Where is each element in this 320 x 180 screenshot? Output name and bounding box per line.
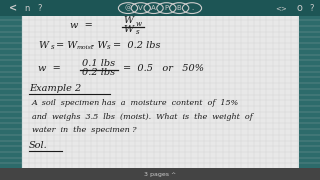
Text: o: o	[296, 3, 302, 13]
Text: n: n	[25, 4, 30, 13]
Text: W: W	[123, 25, 133, 34]
Text: A: A	[151, 5, 156, 11]
Text: Example 2: Example 2	[29, 84, 81, 93]
Text: B: B	[177, 5, 181, 11]
Text: ?: ?	[310, 4, 314, 13]
Text: A  soil  specimen has  a  moisture  content  of  15%: A soil specimen has a moisture content o…	[32, 99, 239, 107]
Text: V: V	[139, 5, 143, 11]
Text: W: W	[38, 41, 48, 50]
FancyBboxPatch shape	[0, 0, 320, 16]
FancyBboxPatch shape	[22, 14, 298, 169]
Text: .: .	[191, 5, 193, 11]
Text: Sol.: Sol.	[29, 141, 48, 150]
Text: =  0.2 lbs: = 0.2 lbs	[113, 41, 160, 50]
FancyBboxPatch shape	[0, 168, 320, 180]
Text: w: w	[136, 20, 142, 28]
Text: <>: <>	[276, 5, 287, 12]
Text: s: s	[107, 43, 111, 51]
Text: - W: - W	[91, 41, 108, 50]
Text: <: <	[9, 3, 17, 13]
Text: s: s	[51, 43, 54, 51]
Text: = W: = W	[56, 41, 77, 50]
Text: 3 pages ^: 3 pages ^	[144, 172, 176, 177]
Text: water  in  the  specimen ?: water in the specimen ?	[32, 126, 137, 134]
Text: w  =: w =	[38, 64, 61, 73]
Text: and  weighs  3.5  lbs  (moist).  What  is  the  weight  of: and weighs 3.5 lbs (moist). What is the …	[32, 113, 253, 121]
Text: 0.2 lbs: 0.2 lbs	[82, 68, 115, 77]
Text: s: s	[136, 28, 140, 36]
Text: W: W	[123, 16, 133, 25]
Text: ?: ?	[38, 4, 42, 13]
Text: P: P	[164, 5, 168, 11]
Text: 0.1 lbs: 0.1 lbs	[82, 59, 115, 68]
Text: =  0.5   or   50%: = 0.5 or 50%	[123, 64, 204, 73]
Text: @: @	[124, 5, 132, 11]
Text: moist: moist	[77, 45, 94, 50]
Text: w  =: w =	[70, 21, 93, 30]
